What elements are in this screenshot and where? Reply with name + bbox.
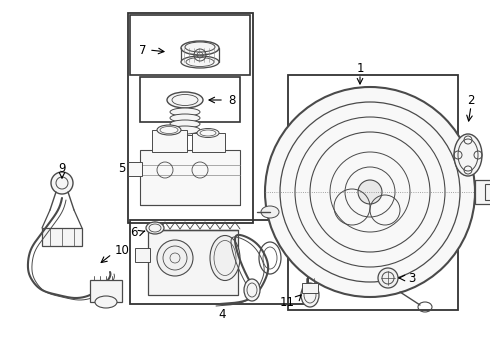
Bar (135, 248, 150, 262)
Ellipse shape (181, 41, 219, 55)
Text: 3: 3 (408, 271, 416, 284)
Circle shape (378, 268, 398, 288)
Bar (485, 184, 490, 200)
Ellipse shape (261, 206, 279, 218)
Text: 8: 8 (228, 94, 235, 107)
Ellipse shape (301, 283, 319, 307)
Ellipse shape (170, 120, 200, 128)
Ellipse shape (167, 92, 203, 108)
Circle shape (358, 180, 382, 204)
Ellipse shape (157, 125, 181, 135)
Text: 6: 6 (130, 225, 138, 238)
Bar (90, 280, 122, 302)
Bar (130, 15, 250, 75)
Ellipse shape (170, 114, 200, 122)
Bar (152, 130, 187, 152)
Ellipse shape (185, 42, 215, 52)
Ellipse shape (181, 56, 219, 68)
Bar (42, 228, 82, 246)
Text: 5: 5 (118, 162, 126, 175)
Text: 2: 2 (467, 94, 475, 107)
Bar (140, 150, 240, 205)
Ellipse shape (244, 279, 260, 301)
Bar (192, 133, 225, 152)
Ellipse shape (454, 134, 482, 176)
Circle shape (157, 240, 193, 276)
Text: 4: 4 (218, 307, 226, 320)
Bar (130, 220, 308, 304)
Ellipse shape (170, 126, 200, 134)
Bar (140, 77, 240, 122)
Text: 7: 7 (139, 44, 146, 57)
Bar (128, 13, 253, 223)
Bar (302, 283, 318, 293)
Bar (148, 230, 238, 295)
Text: 11: 11 (280, 296, 295, 309)
Ellipse shape (210, 235, 240, 280)
Bar (128, 162, 142, 176)
Circle shape (265, 87, 475, 297)
Ellipse shape (197, 129, 219, 138)
Ellipse shape (146, 222, 164, 234)
Bar (288, 75, 458, 310)
Text: 10: 10 (115, 243, 130, 256)
Bar (475, 180, 490, 204)
Text: 9: 9 (58, 162, 66, 175)
Ellipse shape (170, 108, 200, 116)
Circle shape (51, 172, 73, 194)
Ellipse shape (95, 296, 117, 308)
Text: 1: 1 (356, 62, 364, 75)
